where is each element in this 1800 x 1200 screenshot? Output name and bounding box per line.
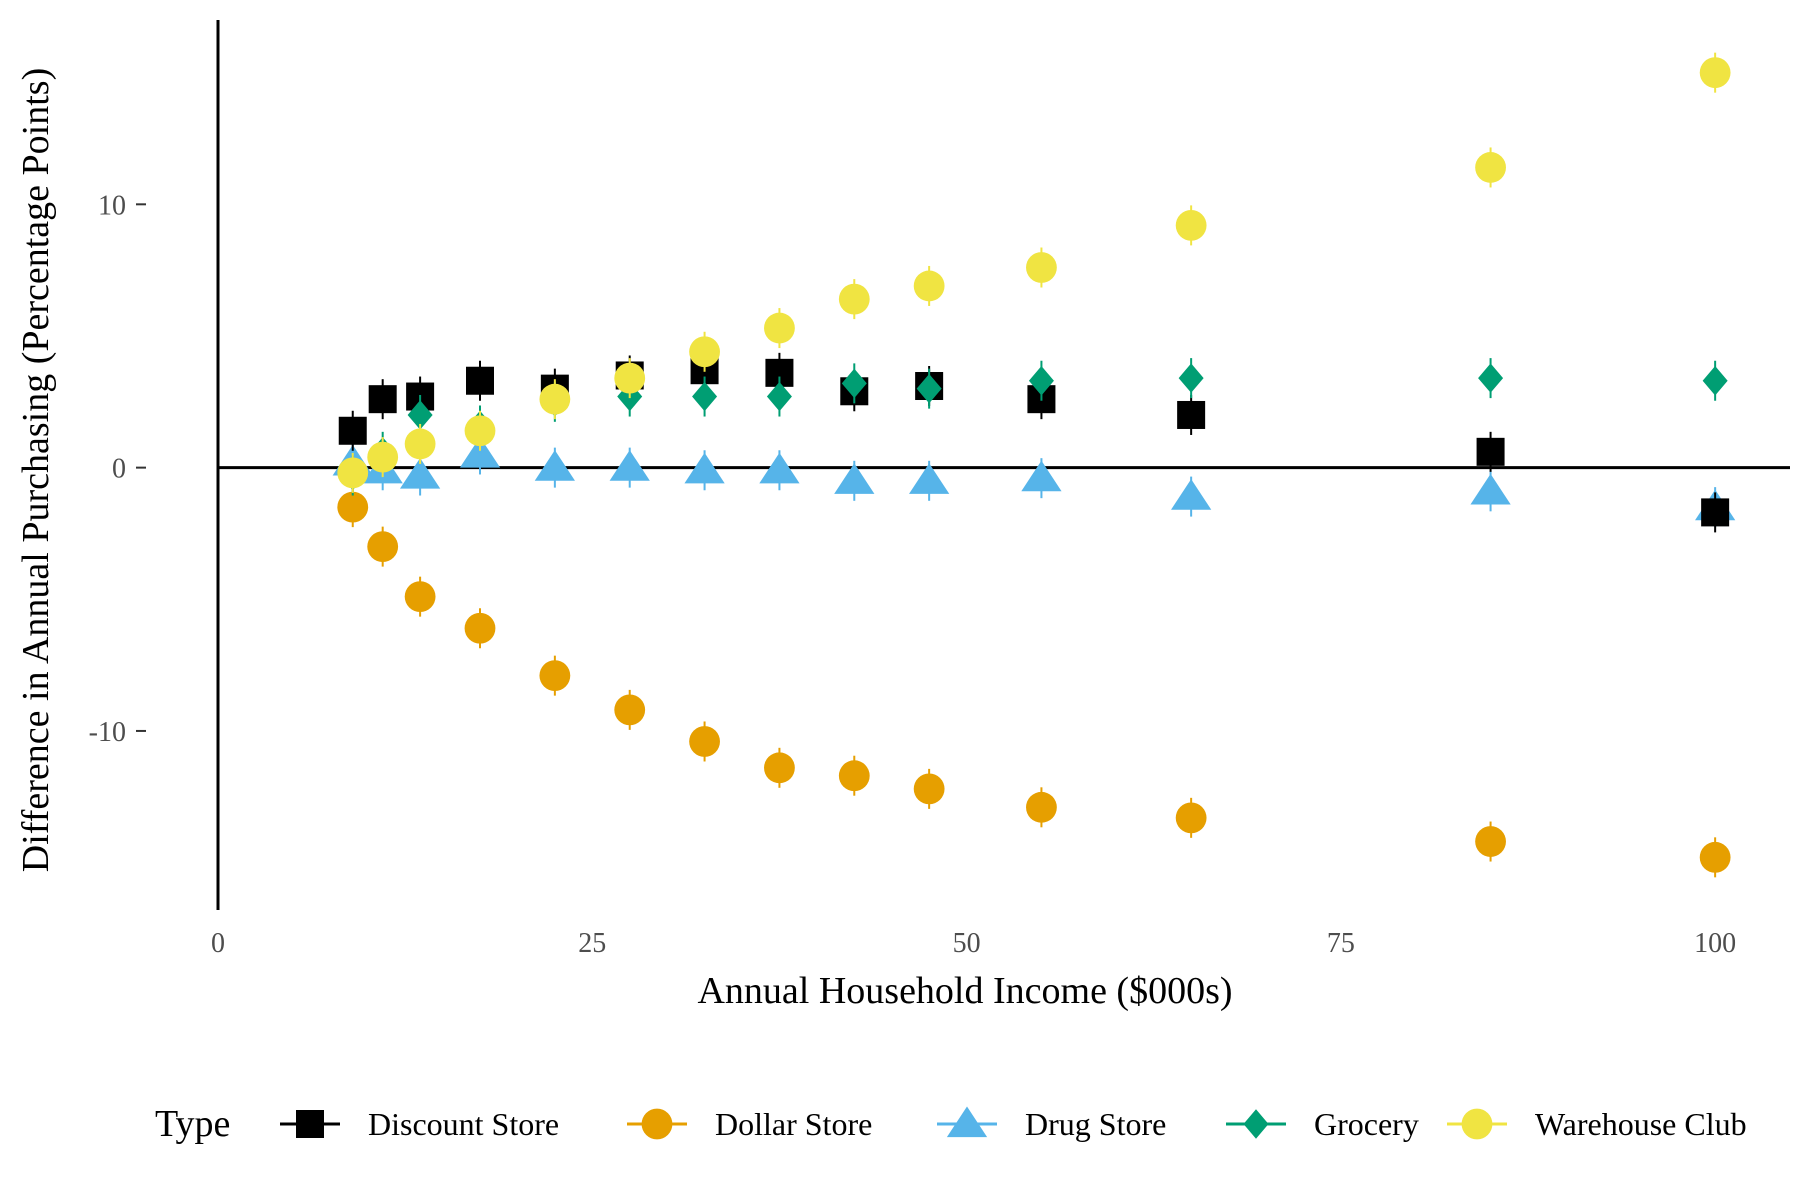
x-tick-label: 25 (578, 928, 606, 959)
data-point (404, 581, 436, 613)
data-point (539, 660, 571, 692)
data-point (764, 752, 795, 784)
data-point (1476, 437, 1505, 466)
data-point (407, 400, 433, 430)
legend-item-warehouse-club: Warehouse Club (1447, 1106, 1747, 1142)
data-point (337, 491, 369, 523)
legend-item-drug-store: Drug Store (937, 1106, 1166, 1142)
data-point (1470, 473, 1511, 505)
x-tick-label: 100 (1694, 928, 1736, 959)
series-warehouse-club (337, 52, 1731, 493)
data-point (367, 441, 399, 473)
data-point (1028, 366, 1054, 396)
data-point (1702, 366, 1728, 396)
series-dollar-store (337, 487, 1731, 878)
data-point (1701, 498, 1730, 527)
x-tick-label: 50 (953, 928, 981, 959)
data-point (367, 531, 399, 563)
legend-key-marker (946, 1106, 988, 1138)
data-point (841, 368, 867, 399)
data-points (332, 52, 1736, 878)
y-tick-label: -10 (89, 717, 126, 748)
x-axis-title: Annual Household Income ($000s) (697, 970, 1232, 1012)
data-point (534, 450, 575, 481)
y-tick-label: 10 (98, 190, 126, 221)
data-point (913, 270, 945, 302)
data-point (1175, 209, 1207, 241)
data-point (766, 381, 792, 412)
data-point (609, 450, 650, 481)
legend-key-marker (296, 1110, 324, 1138)
y-tick-label: 0 (112, 454, 126, 485)
data-point (404, 428, 436, 460)
legend-key-marker (641, 1108, 673, 1140)
data-point (1699, 57, 1731, 89)
data-point (368, 385, 397, 414)
legend-item-discount-store: Discount Store (280, 1106, 559, 1142)
data-point (539, 383, 571, 415)
legend-title: Type (155, 1103, 230, 1145)
data-point (464, 415, 496, 447)
data-point (689, 726, 720, 757)
y-axis-title: Difference in Annual Purchasing (Percent… (15, 68, 57, 872)
data-point (1699, 841, 1731, 873)
data-point (1021, 460, 1062, 492)
data-point (834, 463, 875, 494)
data-point (838, 760, 870, 792)
data-point (614, 362, 646, 394)
legend-label: Discount Store (368, 1106, 559, 1142)
legend-key-marker (1461, 1108, 1493, 1140)
data-point (466, 366, 494, 395)
data-point (338, 416, 367, 445)
data-point (1475, 152, 1506, 183)
data-point (684, 452, 725, 484)
data-point (459, 436, 501, 468)
data-point (1026, 252, 1057, 283)
data-point (399, 458, 441, 489)
data-point (913, 773, 945, 805)
legend-item-dollar-store: Dollar Store (627, 1106, 872, 1142)
data-point (689, 336, 720, 368)
data-point (1475, 826, 1506, 857)
data-point (614, 694, 646, 726)
legend-label: Dollar Store (715, 1106, 872, 1142)
data-point (916, 373, 942, 404)
data-point (464, 612, 496, 644)
legend-label: Warehouse Club (1535, 1106, 1747, 1142)
data-point (1171, 479, 1212, 510)
data-point (909, 463, 950, 494)
legend-key-marker (1243, 1109, 1269, 1139)
series-drug-store (332, 434, 1736, 528)
data-point (838, 283, 870, 315)
legend-label: Drug Store (1025, 1106, 1166, 1142)
legend: Type Discount Store Dollar Store Drug Stor… (155, 1103, 1747, 1145)
legend-label: Grocery (1314, 1106, 1419, 1142)
x-tick-label: 75 (1327, 928, 1355, 959)
data-point (1175, 802, 1207, 834)
data-point (1178, 363, 1204, 393)
legend-item-grocery: Grocery (1226, 1106, 1419, 1142)
data-point (1026, 791, 1057, 823)
data-point (1177, 400, 1206, 429)
x-tick-label: 0 (211, 928, 225, 959)
data-point (1478, 363, 1504, 393)
data-point (759, 452, 800, 484)
data-point (692, 381, 718, 412)
data-point (337, 457, 369, 489)
data-point (764, 312, 795, 344)
